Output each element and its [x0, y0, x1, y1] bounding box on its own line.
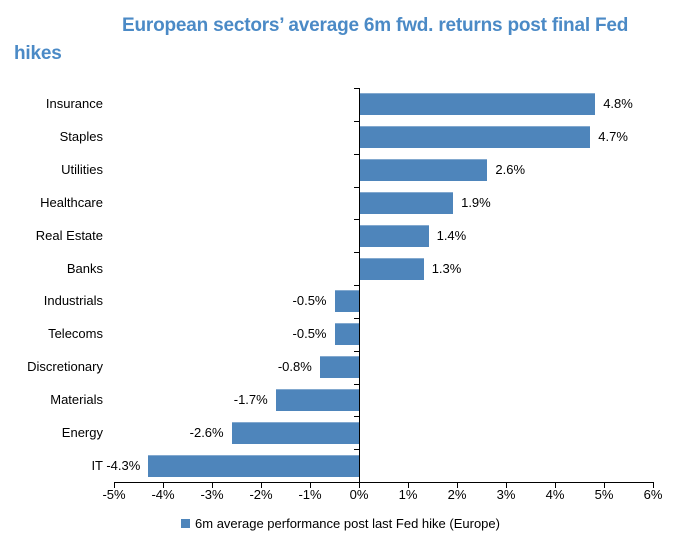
category-label: Materials [50, 391, 103, 407]
category-tick [354, 383, 359, 385]
bar [360, 93, 596, 116]
category-label: Telecoms [48, 326, 103, 342]
bar-value-label: -0.8% [277, 359, 312, 375]
bar-value-label: 1.4% [436, 227, 467, 243]
bar [360, 159, 488, 182]
bar-value-label: -4.3% [106, 457, 141, 473]
x-axis-tick-label: -3% [200, 487, 224, 502]
x-axis-tick-label: 6% [643, 487, 663, 502]
x-axis-tick [261, 483, 262, 488]
bar-value-label: 4.8% [603, 96, 633, 112]
x-axis-tick [163, 483, 164, 488]
x-axis-tick-label: -2% [249, 487, 273, 502]
category-tick [354, 186, 359, 188]
chart-title: European sectors’ average 6m fwd. return… [14, 15, 629, 64]
legend-swatch-icon [181, 518, 191, 528]
x-axis-tick-label: -4% [151, 487, 175, 502]
bar [334, 323, 359, 346]
bar [360, 126, 591, 149]
bar-value-label: 4.7% [598, 129, 628, 145]
category-tick [354, 285, 359, 286]
bar-value-label: -2.6% [189, 424, 224, 440]
x-axis-tick [457, 483, 458, 488]
bar [148, 454, 359, 477]
category-label: Utilities [61, 162, 103, 178]
category-tick [354, 317, 359, 319]
bar-value-label: -0.5% [292, 326, 327, 342]
x-axis-tick-label: 5% [594, 487, 614, 502]
category-tick [354, 120, 359, 122]
x-axis-line [114, 482, 654, 483]
category-label: Energy [61, 424, 103, 440]
category-label: Banks [66, 260, 103, 276]
x-axis-tick [310, 483, 311, 488]
bar [319, 356, 359, 379]
category-tick [354, 252, 359, 254]
category-label: Staples [59, 129, 103, 145]
x-axis-tick [604, 483, 605, 488]
bar-value-label: -0.5% [292, 293, 327, 309]
x-axis-tick [408, 483, 409, 488]
category-label: Discretionary [27, 359, 103, 375]
bar [360, 191, 454, 214]
x-axis-tick-label: -1% [298, 487, 322, 502]
bar [360, 257, 424, 280]
bar [360, 224, 429, 247]
bar [231, 421, 359, 444]
bar-value-label: 1.9% [461, 194, 491, 210]
x-axis-tick [212, 483, 213, 488]
y-axis-zero-line [359, 88, 360, 482]
x-axis-tick [653, 483, 654, 488]
category-label: Healthcare [40, 194, 103, 210]
category-tick [354, 350, 359, 352]
category-tick [354, 219, 359, 221]
bar-value-label: -1.7% [233, 391, 268, 407]
bar [334, 290, 359, 313]
x-axis-tick [359, 483, 360, 488]
category-tick [354, 449, 359, 451]
x-axis-tick [114, 483, 115, 488]
bar-value-label: 1.3% [431, 260, 462, 276]
category-tick [354, 88, 359, 89]
x-axis-tick-label: 2% [447, 487, 467, 502]
x-axis-tick-label: 0% [349, 487, 369, 502]
legend-label: 6m average performance post last Fed hik… [195, 515, 500, 531]
legend: 6m average performance post last Fed hik… [0, 514, 681, 532]
x-axis-tick [506, 483, 507, 488]
x-axis-tick-label: -5% [102, 487, 126, 502]
x-axis-tick-label: 1% [398, 487, 418, 502]
x-axis-tick [555, 483, 556, 488]
category-label: Industrials [43, 293, 103, 309]
category-label: IT [91, 457, 103, 473]
category-label: Real Estate [35, 227, 103, 243]
category-tick [354, 153, 359, 155]
bar [275, 388, 359, 411]
x-axis-tick-label: 3% [496, 487, 516, 502]
bar-value-label: 2.6% [495, 162, 526, 178]
x-axis-tick-label: 4% [545, 487, 565, 502]
category-label: Insurance [45, 96, 103, 112]
category-tick [354, 416, 359, 418]
